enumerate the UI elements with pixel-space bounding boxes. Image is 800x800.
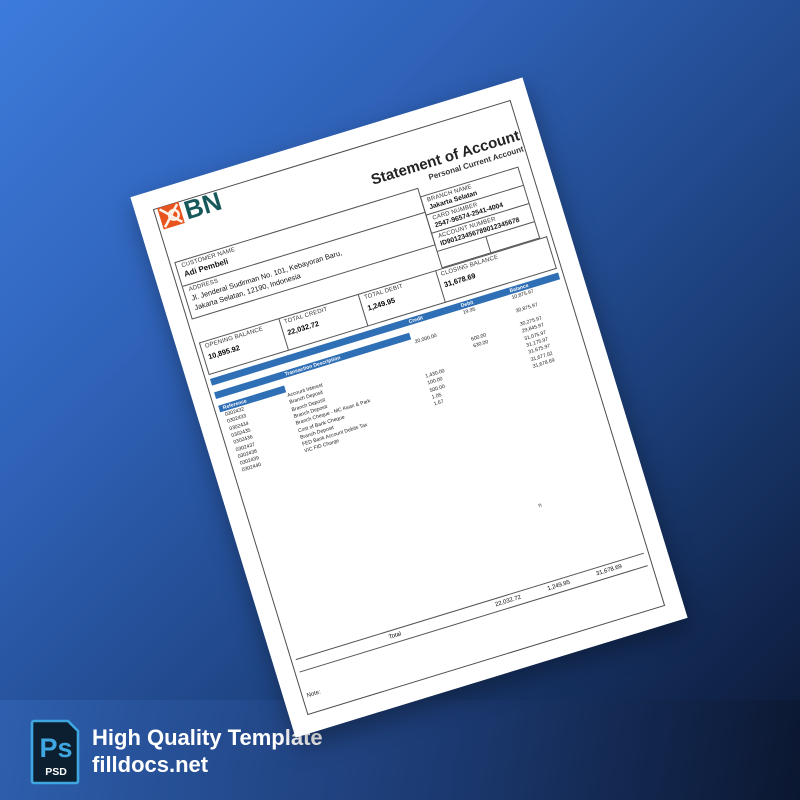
svg-text:PSD: PSD <box>45 766 67 778</box>
svg-text:Ps: Ps <box>39 733 72 763</box>
